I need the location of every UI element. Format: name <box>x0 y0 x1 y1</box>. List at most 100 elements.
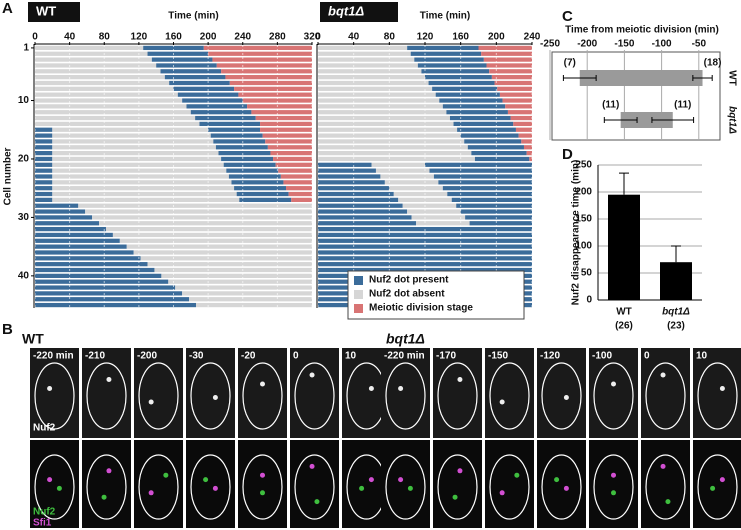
chart-title: WT <box>36 3 56 18</box>
segment <box>182 291 312 296</box>
segment <box>515 127 532 132</box>
segment <box>210 133 263 138</box>
segment <box>140 256 312 261</box>
bar <box>660 262 692 300</box>
group-title: bqt1Δ <box>386 331 425 347</box>
segment <box>203 45 312 51</box>
spot <box>47 386 53 391</box>
micrograph <box>238 440 287 528</box>
y-axis-label: Cell number <box>3 148 14 206</box>
micrograph <box>290 440 339 528</box>
spot <box>563 485 569 491</box>
spot <box>368 477 374 483</box>
time-label: 10 <box>696 351 708 362</box>
segment <box>318 151 472 156</box>
segment <box>275 162 312 167</box>
chart-title: Time from meiotic division (min) <box>565 25 719 36</box>
segment <box>318 162 372 167</box>
segment <box>478 45 532 51</box>
segment <box>384 180 439 185</box>
micrograph <box>485 440 534 528</box>
segment <box>288 191 312 197</box>
cell-outline <box>541 362 582 430</box>
spot <box>660 463 666 469</box>
spot <box>203 477 209 483</box>
x-tick-label: 320 <box>304 32 321 43</box>
segment <box>393 191 448 197</box>
segment <box>318 238 532 243</box>
segment <box>318 75 425 80</box>
n-label: (7) <box>564 58 576 69</box>
legend-label: Meiotic division stage <box>369 303 473 314</box>
spot <box>260 381 265 387</box>
panel-label: C <box>562 8 573 25</box>
segment <box>451 197 532 202</box>
time-label: -220 min <box>384 351 425 362</box>
segment <box>168 279 312 284</box>
segment <box>521 139 532 144</box>
spot <box>101 494 107 500</box>
segment <box>283 180 312 185</box>
segment <box>35 168 53 173</box>
segment <box>199 121 261 127</box>
x-tick-label: -150 <box>614 39 634 50</box>
segment <box>318 45 408 51</box>
segment <box>35 174 53 179</box>
micrograph <box>134 440 183 528</box>
y-tick-label: 100 <box>575 241 592 252</box>
segment <box>196 302 312 308</box>
segment <box>175 285 312 290</box>
cell-outline <box>593 362 634 430</box>
cell-outline <box>86 362 127 430</box>
segment <box>371 162 425 167</box>
segment <box>35 104 187 109</box>
micrograph <box>537 440 586 528</box>
segment <box>35 197 53 202</box>
x-tick-label: bqt1Δ <box>662 307 690 318</box>
spot <box>398 477 404 483</box>
segment <box>280 174 312 179</box>
segment <box>234 186 287 191</box>
spot <box>309 372 315 378</box>
segment <box>35 291 183 296</box>
segment <box>251 110 312 115</box>
x-tick-label: 120 <box>417 32 434 43</box>
time-label: -30 <box>189 351 204 362</box>
x-tick-label: -100 <box>652 39 672 50</box>
segment <box>402 203 457 208</box>
segment <box>35 238 120 243</box>
time-label: -150 <box>488 351 508 362</box>
cell-outline <box>385 454 426 520</box>
segment <box>35 57 152 62</box>
spot <box>148 490 154 496</box>
channel-label: Nuf2 <box>33 507 56 518</box>
segment <box>467 145 524 150</box>
y-tick-label: 200 <box>575 187 592 198</box>
cell-outline <box>34 454 75 520</box>
segment <box>238 92 312 97</box>
cell-outline <box>697 454 738 520</box>
cell-outline <box>190 362 231 430</box>
segment <box>318 104 443 109</box>
legend-label: Nuf2 dot absent <box>369 289 445 300</box>
segment <box>35 69 161 74</box>
segment <box>52 139 214 144</box>
time-label: -100 <box>592 351 612 362</box>
segment <box>35 302 197 308</box>
segment <box>236 191 289 197</box>
segment <box>499 92 532 97</box>
x-axis-label: Time (min) <box>420 11 470 22</box>
segment <box>318 156 475 162</box>
x-tick-label: 40 <box>64 32 76 43</box>
x-tick-label: 200 <box>200 32 217 43</box>
y-tick-label: 10 <box>18 95 30 106</box>
segment <box>318 203 403 208</box>
segment <box>35 262 148 267</box>
spot <box>660 372 666 378</box>
n-label: (23) <box>667 321 685 332</box>
n-label: (26) <box>615 321 633 332</box>
time-label: 10 <box>345 351 357 362</box>
title-box <box>28 2 80 22</box>
segment <box>411 215 466 220</box>
segment <box>318 168 376 173</box>
